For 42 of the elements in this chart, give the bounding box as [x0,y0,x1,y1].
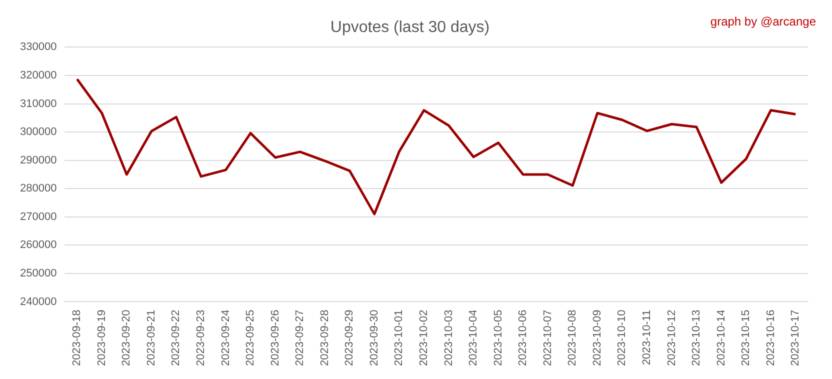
y-tick-label: 260000 [20,239,57,252]
y-tick-label: 320000 [20,70,57,82]
y-tick-label: 310000 [20,98,57,110]
text: graph by @arcange [710,14,816,28]
y-tick-label: 300000 [20,126,57,138]
x-tick-label: 2023-10-07 [542,310,554,366]
y-tick-label: 250000 [20,267,57,280]
x-tick-label: 2023-10-05 [492,310,504,366]
x-tick-label: 2023-09-18 [71,310,84,366]
x-tick-label: 2023-10-14 [715,310,728,366]
x-tick-label: 2023-09-21 [145,310,158,366]
chart-title: Upvotes (last 30 days) [330,19,490,36]
y-tick-label: 290000 [20,154,57,166]
y-tick-label: 240000 [20,296,57,308]
y-tick-label: 270000 [20,210,57,223]
x-tick-label: 2023-10-04 [468,310,480,366]
y-tick-label: 330000 [20,41,57,54]
x-tick-label: 2023-09-29 [344,310,356,366]
x-tick-label: 2023-09-28 [318,310,331,366]
x-tick-label: 2023-09-25 [244,310,257,366]
x-tick-label: 2023-10-11 [640,310,653,366]
x-tick-label: 2023-10-15 [740,310,752,366]
x-tick-label: 2023-09-22 [170,310,182,366]
x-tick-label: 2023-10-01 [393,310,406,366]
x-tick-label: 2023-09-24 [220,310,232,366]
x-tick-label: 2023-10-16 [764,310,777,366]
x-tick-label: 2023-10-02 [418,310,430,366]
x-tick-label: 2023-10-03 [442,310,455,366]
x-tick-label: 2023-09-19 [96,310,108,366]
x-tick-label: 2023-10-12 [666,310,678,366]
x-tick-label: 2023-10-17 [790,310,802,366]
y-tick-label: 280000 [20,182,57,195]
x-tick-label: 2023-10-08 [566,310,579,366]
x-tick-label: 2023-09-20 [120,310,133,366]
x-tick-label: 2023-10-06 [517,310,530,366]
x-tick-label: 2023-10-10 [616,310,628,366]
x-tick-label: 2023-09-27 [294,310,306,366]
x-tick-label: 2023-09-26 [269,310,282,366]
x-tick-label: 2023-10-09 [591,310,604,366]
x-tick-label: 2023-09-23 [195,310,208,366]
x-tick-label: 2023-10-13 [690,310,703,366]
x-tick-label: 2023-09-30 [368,310,380,366]
